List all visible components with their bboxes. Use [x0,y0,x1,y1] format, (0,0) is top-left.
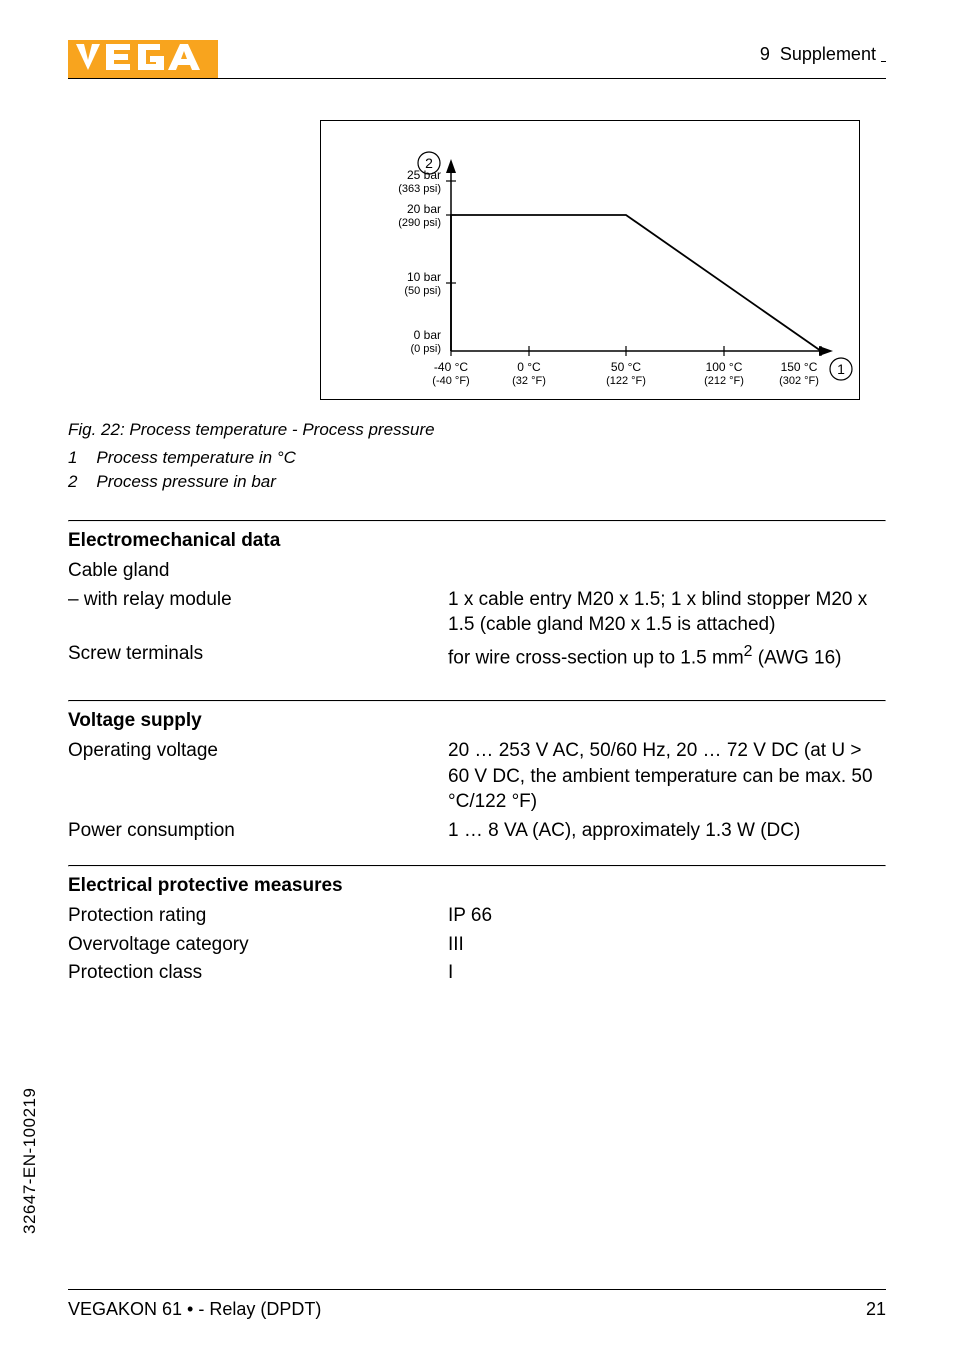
operating-voltage-label: Operating voltage [68,738,448,815]
svg-text:(50 psi): (50 psi) [404,285,441,297]
axis-marker-1: 1 [837,361,845,377]
operating-voltage-value: 20 … 253 V AC, 50/60 Hz, 20 … 72 V DC (a… [448,738,886,815]
svg-text:-40 °C: -40 °C [434,360,468,374]
svg-text:20 bar: 20 bar [407,202,441,216]
section-title-emd: Electromechanical data [68,530,886,552]
svg-text:50 °C: 50 °C [611,360,641,374]
section-title: Supplement [780,44,876,64]
svg-text:(212 °F): (212 °F) [704,375,744,387]
figure-legend-1: 1 Process temperature in °C [68,448,296,468]
logo-underline [68,74,218,78]
svg-text:(363 psi): (363 psi) [398,183,441,195]
power-consumption-value: 1 … 8 VA (AC), approximately 1.3 W (DC) [448,818,886,844]
screw-terminals-value: for wire cross-section up to 1.5 mm2 (AW… [448,641,886,671]
protection-rating-value: IP 66 [448,903,886,929]
pressure-temperature-chart: 2 1 25 bar (363 psi) 20 bar (290 psi) 10… [321,121,859,399]
power-consumption-label: Power consumption [68,818,448,844]
svg-text:(-40 °F): (-40 °F) [432,375,469,387]
footer-product: VEGAKON 61 • - Relay (DPDT) [68,1299,321,1320]
chart-frame: 2 1 25 bar (363 psi) 20 bar (290 psi) 10… [320,120,860,400]
svg-text:10 bar: 10 bar [407,270,441,284]
footer-rule [68,1289,886,1290]
section-title-vs: Voltage supply [68,710,886,732]
protection-rating-label: Protection rating [68,903,448,929]
svg-text:25 bar: 25 bar [407,168,441,182]
cable-gland-label: Cable gland [68,558,448,584]
svg-text:(290 psi): (290 psi) [398,217,441,229]
figure-legend-2: 2 Process pressure in bar [68,472,276,492]
svg-text:100 °C: 100 °C [706,360,743,374]
screw-terminals-label: Screw terminals [68,641,448,671]
svg-text:(122 °F): (122 °F) [606,375,646,387]
overvoltage-category-value: III [448,932,886,958]
section-label: 9 Supplement [760,44,886,65]
document-code: 32647-EN-100219 [20,1088,40,1234]
protection-class-value: I [448,960,886,986]
header-rule [68,78,886,79]
relay-module-label: with relay module [68,587,448,638]
relay-module-value: 1 x cable entry M20 x 1.5; 1 x blind sto… [448,587,886,638]
protection-class-label: Protection class [68,960,448,986]
overvoltage-category-label: Overvoltage category [68,932,448,958]
svg-text:0 bar: 0 bar [414,328,441,342]
svg-text:150 °C: 150 °C [781,360,818,374]
section-rule [68,700,886,702]
svg-text:0 °C: 0 °C [517,360,541,374]
figure-caption: Fig. 22: Process temperature - Process p… [68,420,435,440]
svg-text:(32 °F): (32 °F) [512,375,546,387]
svg-text:(302 °F): (302 °F) [779,375,819,387]
section-number: 9 [760,44,770,64]
section-rule [68,520,886,522]
section-title-epm: Electrical protective measures [68,875,886,897]
svg-text:(0 psi): (0 psi) [410,343,441,355]
section-rule [68,865,886,867]
footer-page-number: 21 [866,1299,886,1320]
